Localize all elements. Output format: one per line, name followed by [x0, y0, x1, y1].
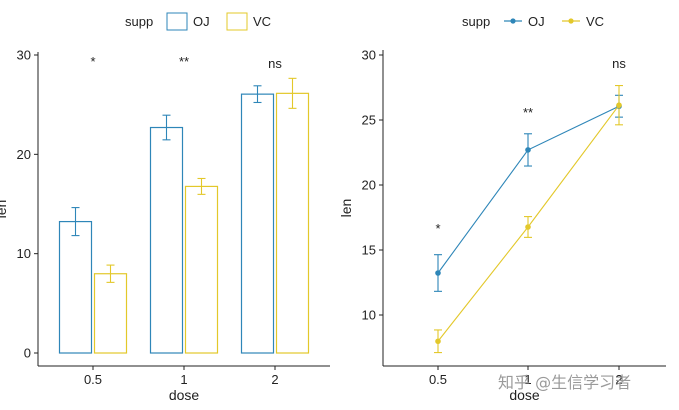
point-VC-2	[616, 102, 622, 108]
significance-label: **	[179, 54, 189, 69]
legend-title: supp	[462, 14, 490, 29]
significance-label: ns	[612, 56, 626, 71]
bar-VC-1	[184, 185, 219, 354]
y-tick-label: 15	[362, 243, 376, 258]
significance-label: *	[435, 221, 440, 236]
x-tick-label: 1	[180, 372, 187, 387]
y-tick-label: 20	[362, 178, 376, 193]
significance-label: **	[523, 105, 533, 120]
legend-key-VC	[226, 12, 248, 31]
legend-title: supp	[125, 14, 153, 29]
y-tick-label: 25	[362, 113, 376, 128]
legend-label-OJ: OJ	[193, 14, 210, 29]
y-tick-label: 0	[24, 346, 31, 361]
y-tick-label: 10	[17, 246, 31, 261]
x-tick-label: 2	[615, 372, 622, 387]
bar-VC-2	[275, 92, 310, 354]
y-axis-title: len	[0, 200, 9, 219]
y-tick-label: 30	[17, 48, 31, 63]
significance-label: *	[90, 54, 95, 69]
y-tick-label: 30	[362, 48, 376, 63]
x-tick-label: 0.5	[429, 372, 447, 387]
legend-key-point-VC	[568, 18, 574, 24]
bar-OJ-2	[240, 93, 275, 354]
x-axis-title: dose	[509, 387, 540, 403]
point-OJ-0.5	[435, 270, 441, 276]
bar-OJ-0.5	[58, 220, 93, 354]
bar-VC-0.5	[93, 273, 128, 354]
significance-label: ns	[268, 56, 282, 71]
legend-key-point-OJ	[510, 18, 516, 24]
x-axis-title: dose	[169, 387, 200, 403]
legend-label-OJ: OJ	[528, 14, 545, 29]
watermark: 知乎 @生信学习者	[498, 373, 631, 392]
legend-label-VC: VC	[586, 14, 604, 29]
point-VC-0.5	[435, 338, 441, 345]
x-tick-label: 1	[524, 372, 531, 387]
legend-label-VC: VC	[253, 14, 271, 29]
y-tick-label: 10	[362, 308, 376, 323]
point-VC-1	[525, 224, 531, 230]
bar-OJ-1	[149, 126, 184, 354]
y-axis-title: len	[338, 199, 354, 218]
legend-key-OJ	[166, 12, 188, 31]
x-tick-label: 0.5	[84, 372, 102, 387]
y-tick-label: 20	[17, 147, 31, 162]
x-tick-label: 2	[271, 372, 278, 387]
line-series-OJ	[437, 105, 620, 274]
point-OJ-1	[525, 147, 531, 153]
